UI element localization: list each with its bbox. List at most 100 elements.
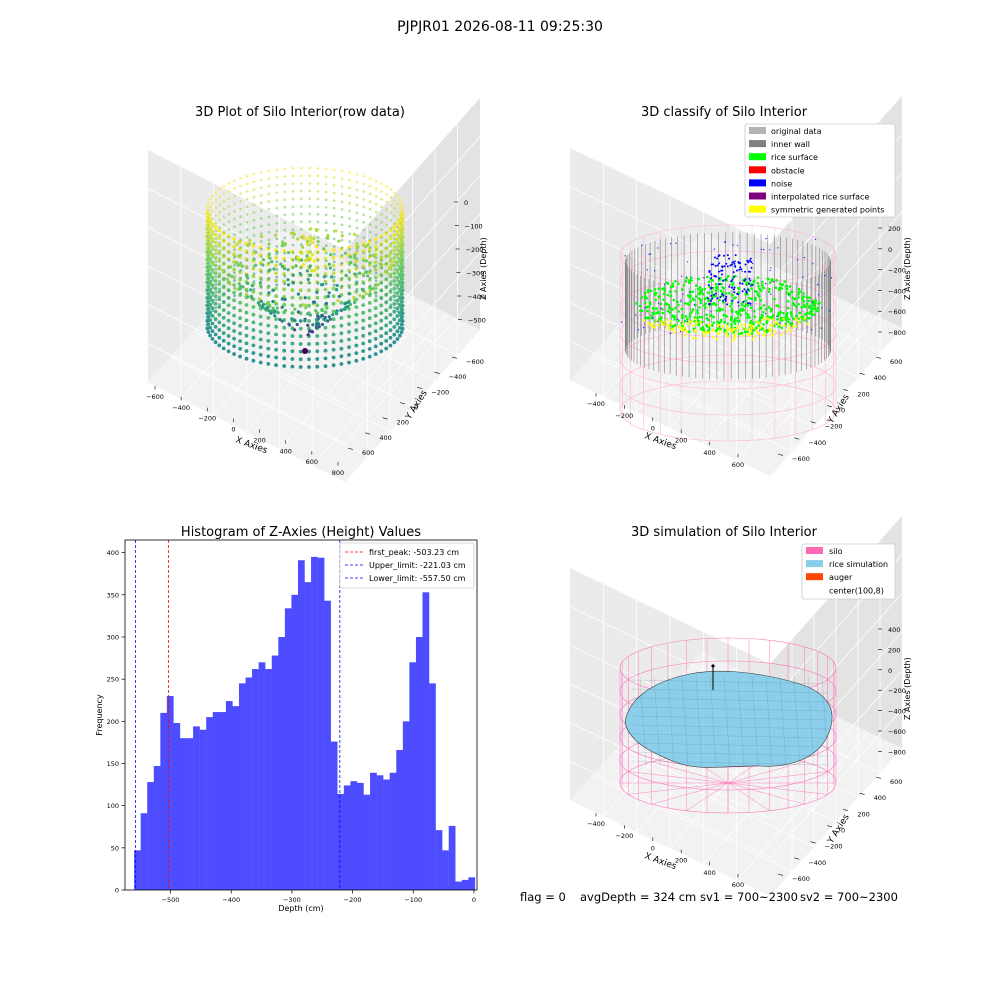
classify-rice-point (730, 308, 734, 311)
classify-rice-point (774, 286, 778, 290)
classify-rice-point (771, 315, 774, 318)
raw-point (251, 312, 256, 317)
raw-point (340, 269, 344, 273)
raw-point (271, 299, 275, 304)
classify-symmetric-point (783, 324, 786, 327)
raw-point (266, 346, 271, 351)
raw-y-tick-mark (451, 356, 457, 359)
raw-point (282, 364, 287, 368)
classify-rice-point (697, 319, 700, 323)
raw-point (393, 199, 396, 203)
classify-symmetric-point (702, 334, 706, 338)
raw-point (380, 274, 383, 278)
raw-point (389, 203, 393, 207)
classify-noise-point (736, 269, 738, 272)
raw-point (276, 311, 280, 315)
raw-point (361, 318, 366, 323)
classify-symmetric-point (773, 321, 776, 324)
raw-point (355, 180, 359, 184)
raw-point (312, 236, 316, 241)
raw-point (291, 235, 295, 239)
simulation-y-tick-mark (777, 873, 783, 876)
raw-point (348, 178, 351, 182)
classify-rice-point (688, 315, 692, 318)
histogram-bar (245, 677, 253, 890)
classify-noise-point (734, 265, 737, 267)
classify-noise-point (739, 266, 742, 269)
raw-point (315, 303, 320, 308)
raw-point (400, 201, 404, 205)
raw-point (248, 238, 252, 242)
raw-point (316, 259, 320, 262)
raw-z-tick-label: −300 (466, 270, 484, 278)
raw-point (316, 274, 320, 278)
raw-point (324, 190, 328, 194)
classify-symmetric-point (734, 327, 737, 331)
classify-y-tick-mark (810, 421, 816, 424)
raw-point (239, 215, 243, 219)
classify-noise-point (728, 257, 731, 260)
raw-point (308, 235, 313, 239)
classify-rice-point (696, 309, 699, 312)
classify-rice-point (672, 325, 675, 328)
classify-rice-point (706, 275, 709, 279)
classify-symmetric-point (729, 330, 733, 333)
raw-point (207, 232, 210, 235)
raw-point (364, 270, 369, 274)
raw-point (331, 324, 336, 329)
raw-point (379, 303, 384, 308)
raw-point (374, 210, 378, 214)
raw-point (213, 325, 218, 329)
raw-point (323, 287, 328, 292)
raw-point (385, 200, 388, 204)
raw-point (396, 294, 399, 298)
raw-point (324, 213, 328, 217)
raw-point (401, 289, 405, 293)
raw-point (233, 240, 236, 244)
raw-point (286, 278, 290, 282)
classify-rice-point (761, 280, 764, 284)
raw-point (332, 252, 336, 256)
classify-symmetric-point (683, 326, 686, 329)
classify-rice-point (785, 285, 788, 288)
raw-point (218, 211, 222, 214)
raw-point (227, 289, 231, 293)
classify-rice-point (671, 314, 675, 317)
raw-point (218, 249, 222, 253)
raw-point (259, 209, 263, 213)
classify-rice-point (699, 327, 703, 330)
classify-noise-point (725, 262, 728, 265)
raw-point (274, 332, 278, 337)
histogram-y-tick-label: 300 (107, 633, 119, 641)
raw-point (239, 192, 243, 196)
raw-point (308, 212, 312, 216)
classify-rice-point (759, 316, 762, 320)
classify-noise-point (744, 270, 747, 273)
classify-noise-point (750, 266, 753, 269)
classify-noise-point (749, 279, 752, 282)
raw-point (261, 263, 265, 267)
classify-rice-point (658, 311, 661, 315)
classify-symmetric-point (765, 316, 768, 320)
raw-point (299, 205, 303, 208)
raw-point (218, 218, 222, 222)
raw-point (291, 212, 295, 216)
raw-point (213, 279, 218, 283)
classify-noise-point (723, 254, 725, 257)
raw-point (314, 244, 318, 249)
raw-point (217, 335, 222, 340)
raw-point (374, 271, 378, 275)
classify-rice-point (672, 298, 675, 302)
raw-point (331, 255, 336, 260)
classify-noise-point (766, 329, 768, 331)
raw-point (401, 243, 405, 247)
raw-point (279, 262, 283, 266)
classify-symmetric-point (751, 338, 754, 341)
raw-point (210, 252, 215, 257)
classify-rice-point (793, 303, 796, 307)
classify-rice-point (815, 309, 819, 313)
classify-symmetric-point (716, 337, 719, 341)
raw-point (380, 251, 383, 255)
raw-point (291, 189, 295, 193)
classify-rice-point (645, 305, 649, 309)
